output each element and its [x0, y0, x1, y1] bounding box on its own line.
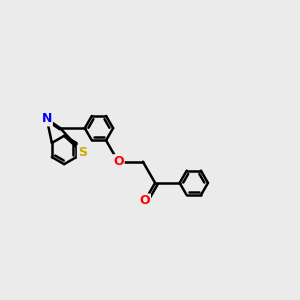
Text: S: S: [78, 146, 87, 159]
Text: N: N: [42, 112, 52, 125]
Text: O: O: [140, 194, 150, 208]
Text: O: O: [113, 155, 124, 168]
